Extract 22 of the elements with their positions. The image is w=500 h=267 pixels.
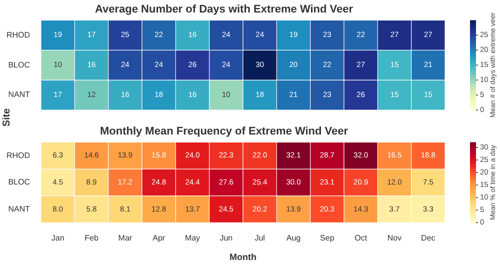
y-tick-label: NANT (8, 204, 30, 214)
x-tick-label: Mar (118, 234, 132, 243)
x-tick-label: Apr (152, 234, 166, 243)
x-tick-label: Jul (254, 234, 266, 243)
x-tick-label: Aug (286, 234, 301, 243)
y-axis-title: Site (2, 108, 13, 127)
y-tick-label: BLOC (8, 178, 30, 187)
x-tick-label: May (184, 234, 200, 243)
x-tick-label: Dec (421, 234, 436, 243)
y-tick-label: BLOC (8, 60, 30, 70)
x-tick-label: Jan (51, 234, 64, 243)
chart-title: Average Number of Days with Extreme Wind Veer (94, 4, 354, 16)
x-tick-label: Oct (354, 234, 368, 243)
x-tick-label: Jun (220, 234, 233, 243)
x-tick-label: Sep (320, 234, 335, 243)
x-axis-title: Month (230, 252, 256, 262)
y-tick-label: RHOD (6, 150, 30, 160)
y-tick-label: NANT (8, 90, 30, 100)
x-tick-label: Nov (387, 234, 402, 243)
chart-title: Monthly Mean Frequency of Extreme Wind Veer (100, 126, 349, 138)
x-tick-label: Feb (84, 234, 99, 243)
y-tick-label: RHOD (6, 30, 30, 40)
